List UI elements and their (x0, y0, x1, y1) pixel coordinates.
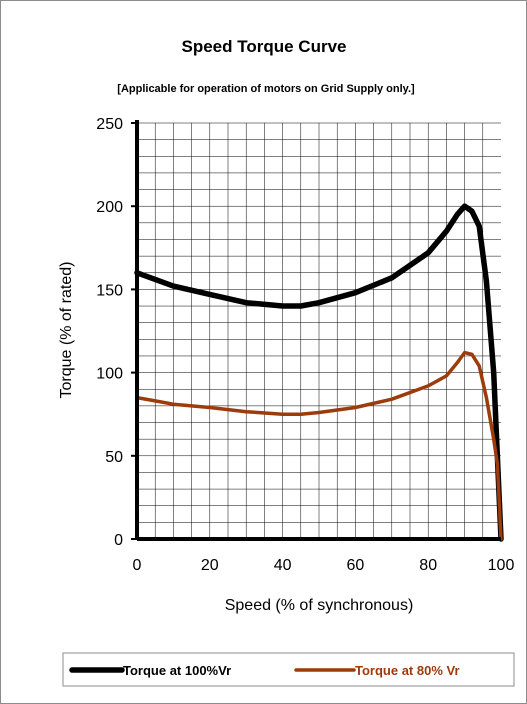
y-tick-label: 200 (96, 199, 123, 216)
x-axis-label: Speed (% of synchronous) (225, 597, 414, 614)
legend: Torque at 100%Vr Torque at 80% Vr (69, 663, 460, 678)
gridlines (137, 122, 501, 539)
legend-label-2: Torque at 80% Vr (355, 663, 460, 678)
legend-label-1: Torque at 100%Vr (123, 663, 231, 678)
x-tick-label: 80 (419, 557, 437, 574)
chart-title: Speed Torque Curve (182, 37, 347, 56)
y-axis-label: Torque (% of rated) (58, 262, 75, 399)
y-tick-label: 0 (114, 532, 123, 549)
y-tick-label: 50 (105, 449, 123, 466)
plot-series (134, 203, 504, 542)
x-tick-label: 0 (133, 557, 142, 574)
x-tick-label: 60 (347, 557, 365, 574)
y-tick-label: 250 (96, 116, 123, 133)
series-line-1 (134, 203, 504, 542)
y-tick-label: 100 (96, 366, 123, 383)
y-tick-label: 150 (96, 282, 123, 299)
legend-box (62, 652, 515, 687)
x-tick-label: 100 (488, 557, 515, 574)
x-tick-label: 40 (274, 557, 292, 574)
chart-subtitle: [Applicable for operation of motors on G… (117, 83, 415, 95)
series-line-2 (135, 350, 503, 541)
x-tick-label: 20 (201, 557, 219, 574)
y-tick-labels: 0 50 100 150 200 250 (96, 116, 123, 549)
x-tick-labels: 0 20 40 60 80 100 (133, 557, 515, 574)
axes (131, 120, 501, 541)
